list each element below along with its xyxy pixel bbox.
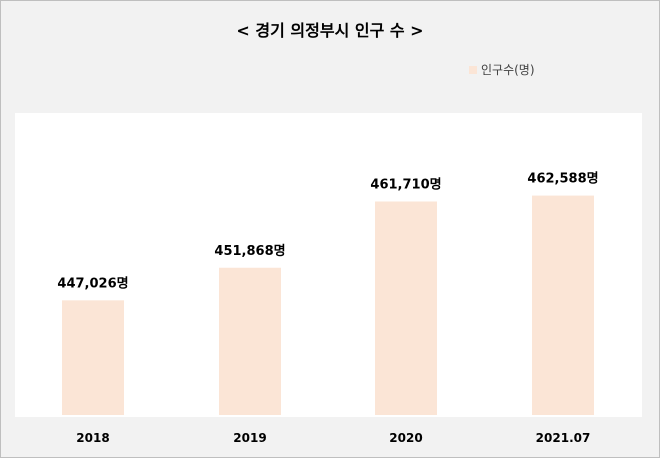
bar-2021.07: [532, 195, 594, 415]
bar-2020: [375, 201, 437, 415]
data-label-2020: 461,710명: [370, 176, 441, 192]
x-tick-label-2018: 2018: [76, 431, 109, 445]
chart-title: < 경기 의정부시 인구 수 >: [236, 21, 424, 40]
data-label-2021.07: 462,588명: [527, 171, 598, 187]
data-label-2019: 451,868명: [214, 243, 285, 259]
data-label-2018: 447,026명: [57, 275, 128, 291]
x-tick-label-2020: 2020: [389, 431, 422, 445]
legend: 인구수(명): [469, 61, 535, 78]
x-tick-label-2019: 2019: [233, 431, 266, 445]
bar-2019: [219, 267, 281, 415]
legend-swatch: [469, 65, 477, 74]
legend-label: 인구수(명): [481, 63, 535, 77]
x-tick-label-2021.07: 2021.07: [536, 431, 591, 445]
bar-2018: [62, 300, 124, 415]
